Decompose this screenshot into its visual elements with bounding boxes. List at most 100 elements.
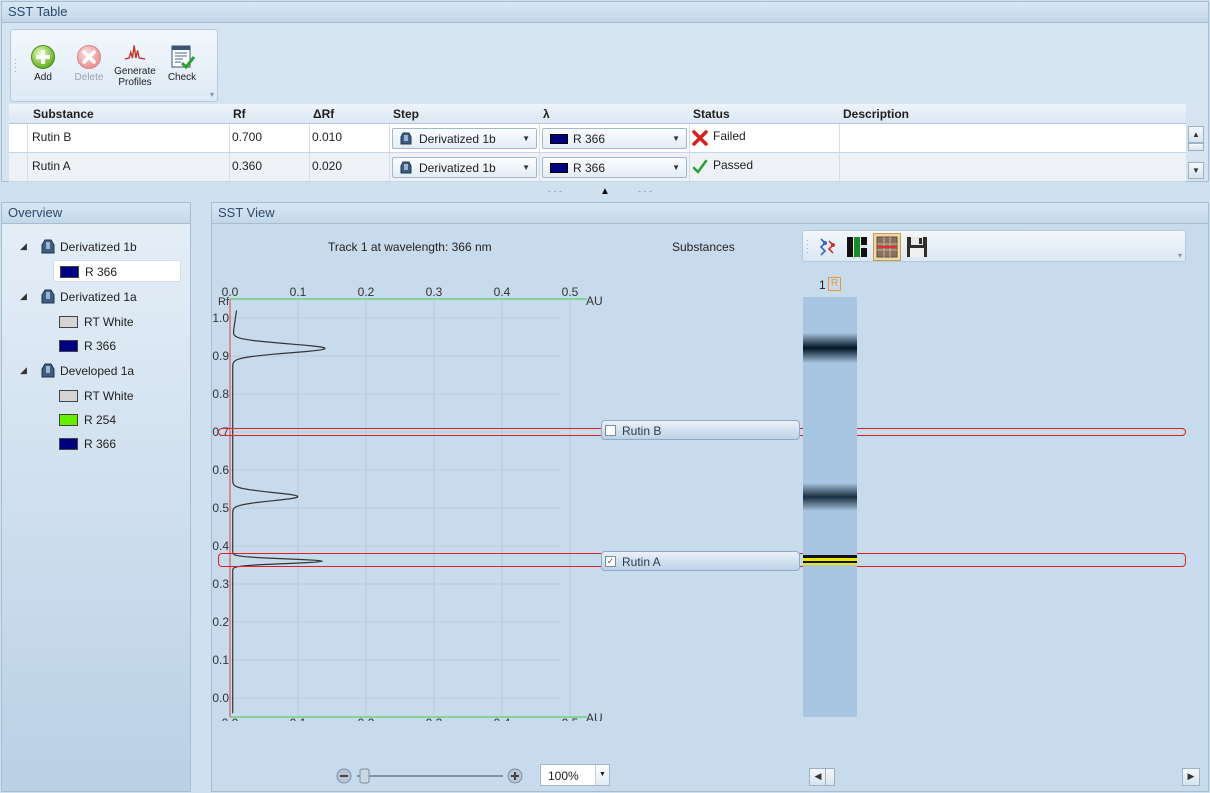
add-button[interactable]: Add: [21, 44, 65, 83]
lane-band: [803, 333, 857, 363]
col-drf[interactable]: ΔRf: [313, 107, 335, 121]
cell-status: Failed: [713, 129, 746, 143]
color-swatch: [60, 266, 79, 278]
plate-icon: [400, 132, 412, 145]
substance-checkbox[interactable]: ✓: [605, 556, 616, 567]
au-tick-top: 0.2: [358, 285, 375, 299]
cell-drf[interactable]: 0.010: [312, 130, 343, 144]
add-icon: [31, 45, 55, 69]
scroll-down-icon[interactable]: ▼: [1188, 162, 1204, 179]
au-tick-bottom: 0.4: [494, 716, 511, 721]
au-tick-bottom: 0.1: [290, 716, 307, 721]
tree-leaf-label: R 366: [84, 437, 117, 451]
expand-toggle-icon[interactable]: ◢: [20, 365, 27, 375]
substance-toggle-rutin-b[interactable]: Rutin B: [601, 420, 800, 440]
check-button[interactable]: Check: [160, 44, 204, 83]
expand-toggle-icon[interactable]: ◢: [20, 241, 27, 251]
molecule-icon[interactable]: [815, 235, 839, 259]
expand-toggle-icon[interactable]: ◢: [20, 291, 27, 301]
generate-profiles-label: Generate Profiles: [114, 66, 156, 88]
lane-marker: [803, 563, 857, 565]
cell-substance[interactable]: Rutin B: [32, 130, 72, 144]
lambda-dropdown[interactable]: R 366 ▼: [542, 157, 687, 178]
densitogram-plot[interactable]: 0.0 0.0 0.1 0.1 0.2 0.2 0.3 0.3 0.4 0.4 0.5 0.5 1.0 0…: [212, 281, 612, 721]
cell-substance[interactable]: Rutin A: [32, 159, 71, 173]
plate-icon: [41, 239, 55, 254]
au-tick-bottom: 0.0: [222, 716, 239, 721]
sst-table-toolbar: · · · · Add Delete Generate Profiles: [10, 29, 218, 102]
table-row[interactable]: Rutin B 0.700 0.010 Derivatized 1b ▼ R 3…: [9, 124, 1186, 153]
toolbar-overflow-icon[interactable]: ▾: [209, 90, 214, 99]
col-substance[interactable]: Substance: [33, 107, 94, 121]
zoom-dropdown[interactable]: 100% ▼: [540, 764, 610, 786]
tree-leaf-r366[interactable]: R 366: [53, 433, 181, 455]
sst-grid: Substance Rf ΔRf Step λ Status Descripti…: [9, 104, 1186, 182]
step-dropdown[interactable]: Derivatized 1b ▼: [392, 157, 537, 178]
delete-icon: [77, 45, 101, 69]
cell-drf[interactable]: 0.020: [312, 159, 343, 173]
delete-button[interactable]: Delete: [67, 44, 111, 83]
zoom-value: 100%: [548, 769, 579, 783]
collapse-up-icon[interactable]: ▲: [600, 186, 610, 197]
table-row[interactable]: Rutin A 0.360 0.020 Derivatized 1b ▼ R 3…: [9, 153, 1186, 182]
tree-leaf-r254[interactable]: R 254: [53, 409, 181, 431]
col-status[interactable]: Status: [693, 107, 730, 121]
col-rf[interactable]: Rf: [233, 107, 246, 121]
view-horizontal-scrollbar[interactable]: ◀ ▶: [809, 768, 1200, 786]
plot-title: Track 1 at wavelength: 366 nm: [328, 240, 492, 254]
col-step[interactable]: Step: [393, 107, 420, 121]
rf-tick: 0.8: [212, 387, 229, 401]
generate-profiles-button[interactable]: Generate Profiles: [111, 42, 159, 88]
save-icon[interactable]: [905, 235, 929, 259]
scroll-up-icon[interactable]: ▲: [1188, 126, 1204, 143]
step-dropdown[interactable]: Derivatized 1b ▼: [392, 128, 537, 149]
substance-checkbox[interactable]: [605, 425, 616, 436]
lambda-dropdown[interactable]: R 366 ▼: [542, 128, 687, 149]
panel-splitter[interactable]: - - - ▲ - - -: [0, 184, 1210, 202]
au-tick-bottom: 0.2: [358, 716, 375, 721]
sst-view-panel: SST View Track 1 at wavelength: 366 nm S…: [211, 202, 1209, 792]
failed-icon: [692, 130, 708, 146]
color-swatch: [59, 414, 78, 426]
tree-leaf-label: R 366: [84, 339, 117, 353]
passed-icon: [692, 159, 708, 174]
table-vertical-scrollbar[interactable]: ▲ ▼: [1188, 126, 1204, 179]
rf-tick: 0.2: [212, 615, 229, 629]
tree-leaf-r366[interactable]: R 366: [53, 335, 181, 357]
view-toolbar: · · · · ▾: [802, 230, 1186, 262]
cell-rf[interactable]: 0.360: [232, 159, 263, 173]
rf-tick: 0.5: [212, 501, 229, 515]
profile-peaks-icon: [124, 45, 146, 60]
scroll-thumb[interactable]: [1188, 143, 1204, 151]
scroll-thumb[interactable]: [825, 768, 835, 786]
zoom-slider[interactable]: [335, 766, 525, 786]
tree-leaf-r366[interactable]: R 366: [53, 260, 181, 282]
grid-view-button[interactable]: [873, 233, 901, 261]
chevron-down-icon: ▼: [672, 134, 680, 143]
cell-rf[interactable]: 0.700: [232, 130, 263, 144]
color-swatch: [59, 316, 78, 328]
cell-status: Passed: [713, 158, 754, 172]
plate-icon: [41, 363, 55, 378]
rf-tick: 0.1: [212, 653, 229, 667]
toolbar-grip[interactable]: · · · ·: [806, 236, 809, 257]
rf-tick: 0.0: [212, 691, 229, 705]
scroll-right-icon[interactable]: ▶: [1182, 768, 1200, 786]
tree-leaf-rt-white[interactable]: RT White: [53, 385, 181, 407]
track-image[interactable]: [803, 297, 857, 717]
col-lambda[interactable]: λ: [543, 107, 550, 121]
step-value: Derivatized 1b: [419, 161, 496, 175]
profile-curve: [232, 310, 326, 714]
au-tick-top: 0.0: [222, 285, 239, 299]
lane-marker: [803, 561, 857, 563]
toolbar-grip[interactable]: · · · ·: [14, 55, 17, 76]
substance-toggle-rutin-a[interactable]: ✓ Rutin A: [601, 551, 800, 571]
col-description[interactable]: Description: [843, 107, 910, 121]
tree-leaf-rt-white[interactable]: RT White: [53, 311, 181, 333]
grid-icon: [876, 236, 898, 258]
plate-icon: [41, 289, 55, 304]
toolbar-overflow-icon[interactable]: ▾: [1177, 251, 1182, 260]
tracks-icon[interactable]: [845, 235, 869, 259]
rf-tick: 0.6: [212, 463, 229, 477]
au-tick-top: 0.1: [290, 285, 307, 299]
